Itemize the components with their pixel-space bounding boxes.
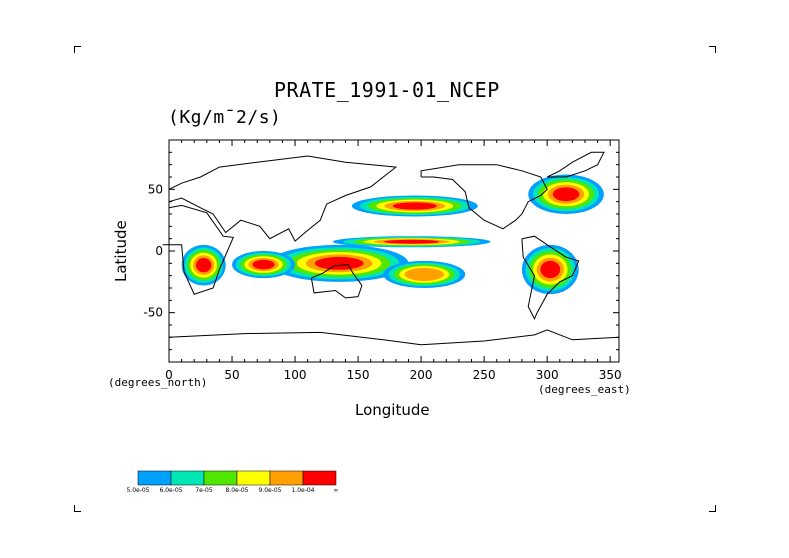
map-layer: [181, 174, 604, 295]
coast-south-america: [521, 235, 580, 320]
x-tick-label-0: 0: [165, 368, 173, 382]
legend-swatch-2: [203, 470, 238, 486]
x-unit-label: (degrees_east): [538, 383, 631, 396]
crop-mark-bottom-left: [74, 505, 81, 512]
legend-swatch-3: [236, 470, 271, 486]
legend-label-3: 8.0e-05: [225, 487, 248, 494]
x-tick-label-200: 200: [410, 368, 433, 382]
precip-region-north-atlantic-level-5: [552, 187, 580, 202]
legend-swatch-5: [302, 470, 337, 486]
legend-swatch-0: [137, 470, 172, 486]
precip-region-indian-ocean-level-5: [252, 259, 275, 270]
precip-region-south-america-level-5: [540, 260, 561, 279]
precip-region-itcz-pacific-level-5: [384, 239, 440, 244]
precip-region-spcz-level-4: [404, 267, 444, 281]
legend-label-0: 5.0e-05: [126, 487, 149, 494]
coast-africa: [162, 204, 235, 295]
x-tick-label-250: 250: [473, 368, 496, 382]
precip-region-africa-level-5: [195, 258, 212, 273]
y-unit-label: (degrees_north): [108, 376, 208, 389]
legend-label-5: 1.0e-04: [291, 487, 314, 494]
x-tick-label-150: 150: [347, 368, 370, 382]
legend-swatch-4: [269, 470, 304, 486]
y-tick-label--50: -50: [143, 306, 163, 320]
legend-swatch-1: [170, 470, 205, 486]
tick-layer: 0 50 100 150 200 250 300 350 -50 0 50: [143, 140, 622, 382]
coast-antarctica: [168, 329, 620, 346]
crop-mark-top-right: [709, 46, 716, 53]
coast-eurasia: [168, 155, 398, 242]
precip-region-maritime-continent-level-5: [314, 256, 364, 270]
legend-label-4: 9.0e-05: [258, 487, 281, 494]
legend-label-1: 6.0e-05: [159, 487, 182, 494]
x-axis-label: Longitude: [355, 401, 430, 419]
coast-north-america: [420, 164, 548, 230]
crop-mark-bottom-right: [709, 505, 716, 512]
chart-subtitle: (Kg/m¯2/s): [168, 107, 282, 128]
y-tick-label-50: 50: [148, 182, 163, 196]
x-tick-label-50: 50: [224, 368, 239, 382]
legend-layer: 5.0e-05 6.0e-05 7e-05 8.0e-05 9.0e-05 1.0e-04…: [126, 470, 339, 494]
y-tick-label-0: 0: [155, 244, 163, 258]
precip-region-north-pacific-level-5: [392, 202, 437, 210]
legend-label-2: 7e-05: [195, 487, 212, 494]
chart-title: PRATE_1991-01_NCEP: [274, 78, 500, 102]
coast-australia: [310, 264, 363, 299]
coastline-layer: [162, 151, 620, 346]
y-axis-label: Latitude: [112, 220, 130, 282]
x-tick-label-100: 100: [284, 368, 307, 382]
crop-mark-top-left: [74, 46, 81, 53]
x-tick-label-350: 350: [599, 368, 622, 382]
x-tick-label-300: 300: [536, 368, 559, 382]
legend-label-6: ∞: [334, 487, 339, 494]
coast-greenland: [546, 151, 605, 178]
